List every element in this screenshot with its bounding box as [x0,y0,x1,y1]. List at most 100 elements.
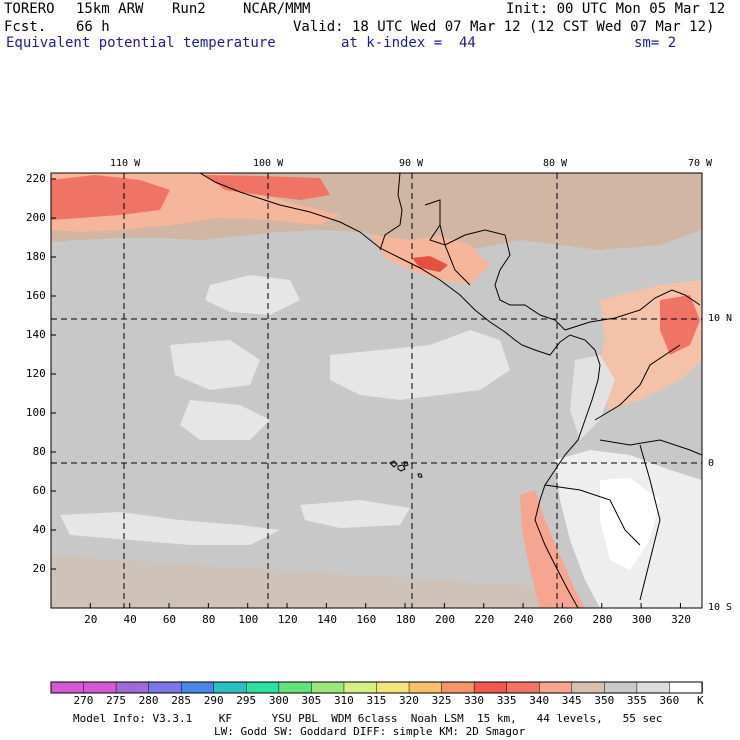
border-sa-1 [599,439,702,456]
galapagos-2 [397,464,406,472]
grid-x-label: 80 [202,613,216,626]
colorbar-value: 310 [333,694,354,707]
grid-y-label: 100 [25,406,46,419]
colorbar-swatch [180,681,215,694]
colorbar-value: 325 [431,694,452,707]
grid-x-label: 240 [513,613,534,626]
grid-ticks [51,178,681,608]
colorbar-swatch [539,681,573,694]
theta-e-field [51,173,702,608]
field-red-ca [412,256,448,272]
grid-x-label: 100 [238,613,259,626]
colorbar-value: 300 [268,694,289,707]
colorbar-swatch [50,681,85,694]
coast-colombia [534,349,601,608]
grid-x-label: 160 [356,613,377,626]
model-info-line2: LW: Godd SW: Goddard DIFF: simple KM: 2D… [214,725,526,738]
grid-x-label: 300 [631,613,652,626]
colorbar-swatch [148,681,182,694]
colorbar-value: 330 [464,694,485,707]
lon-label-100w: 100 W [253,158,284,169]
grid-x-label: 320 [671,613,691,626]
colorbar-swatch [408,681,443,694]
model-run: Run2 [172,1,206,17]
colorbar-value: 280 [138,694,159,707]
colorbar-swatch [669,681,703,694]
colorbar-value: 305 [301,694,322,707]
field-light-4 [180,400,270,440]
colorbar-value: 295 [236,694,257,707]
colorbar-value: 335 [496,694,517,707]
galapagos-1 [389,460,398,468]
grid-y-label: 80 [32,445,46,458]
lon-label-90w: 90 W [399,158,424,169]
colorbar-frame [50,681,703,694]
model-info-line1: Model Info: V3.3.1 KF YSU PBL WDM 6class… [73,712,663,725]
colorbar-value: 270 [73,694,94,707]
grid-x-label: 20 [84,613,98,626]
field-light-5 [60,512,280,545]
grid-y-label: 200 [25,211,46,224]
colorbar-swatch [506,681,541,694]
colorbar-swatch [571,681,606,694]
graticule [51,173,702,608]
lon-label-70w: 70 W [688,158,713,169]
colorbar-swatch [376,681,410,694]
smoothing-label: sm= 2 [634,35,677,51]
grid-y-label: 140 [25,328,46,341]
colorbar-value: 320 [399,694,419,707]
grid-x-label: 200 [435,613,455,626]
level-label: at k-index = 44 [341,35,476,51]
valid-time: Valid: 18 UTC Wed 07 Mar 12 (12 CST Wed … [293,19,715,35]
colorbar-swatch [115,681,150,694]
field-red-east [660,295,700,355]
grid-y-label: 220 [25,172,46,185]
colorbar-swatch [473,681,508,694]
coastlines [199,173,702,608]
grid-x-label: 40 [123,613,137,626]
grid-y-label: 120 [25,367,46,380]
grid-y-label: 20 [32,562,46,575]
colorbar-swatch [311,681,345,694]
forecast-label: Fcst. [4,19,47,35]
colorbar-swatch [604,681,638,694]
map-frame [50,172,703,609]
field-red-nw [51,175,170,220]
grid-x-label: 60 [162,613,177,626]
colorbar-swatch [441,681,475,694]
forecast-hours: 66 h [76,19,110,35]
galapagos-3 [403,461,409,467]
colorbar-unit: K [697,694,704,707]
coast-yucatan [379,173,403,251]
grid-y-label: 180 [25,250,46,263]
colorbar-swatch [83,681,117,694]
colorbar [50,681,703,694]
field-title: Equivalent potential temperature [6,35,276,51]
lon-label-80w: 80 W [543,158,568,169]
colorbar-swatch [213,681,248,694]
colorbar-value: 315 [366,694,387,707]
lat-label-0: 0 [708,458,715,469]
colorbar-value: 345 [561,694,582,707]
field-white-sa [600,478,660,570]
coast-mexico [199,173,523,346]
grid-y-label: 40 [32,523,46,536]
colorbar-value: 340 [529,694,550,707]
grid-x-label: 180 [395,613,416,626]
grid-x-label: 260 [553,613,573,626]
colorbar-value: 285 [171,694,192,707]
field-peach-coast [520,490,585,608]
border-sa-2 [639,444,661,601]
lon-label-110w: 110 W [110,158,141,169]
grid-x-label: 220 [474,613,495,626]
colorbar-swatch [343,681,378,694]
coast-caribbean-ca [424,199,566,331]
model-resolution: 15km ARW [76,1,144,17]
field-light-1 [205,275,300,315]
grid-y-label: 60 [32,484,46,497]
colorbar-value: 275 [106,694,126,707]
grid-y-label: 160 [25,289,46,302]
field-light-6 [300,500,410,528]
galapagos-4 [417,473,423,478]
